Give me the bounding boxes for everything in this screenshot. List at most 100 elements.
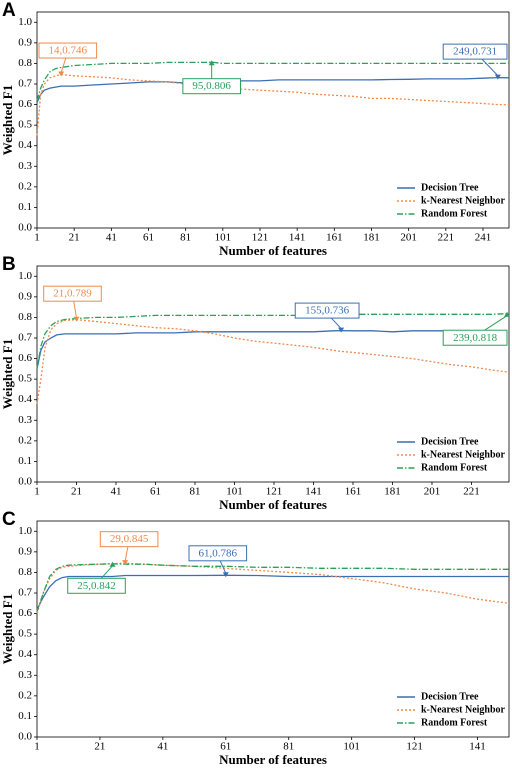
x-tick-label: 21	[69, 232, 80, 244]
annotation-text: 249,0.731	[453, 46, 497, 58]
legend-label: Decision Tree	[421, 182, 479, 193]
x-tick-label: 81	[189, 486, 200, 498]
y-tick-label: 0.6	[18, 98, 32, 110]
x-tick-label: 61	[150, 486, 161, 498]
x-tick-label: 241	[475, 232, 492, 244]
annotation-text: 25,0.842	[77, 580, 116, 592]
x-tick-label: 1	[34, 741, 40, 753]
y-axis-label: Weighted F1	[0, 339, 15, 409]
series-line	[36, 562, 510, 614]
x-tick-label: 121	[266, 486, 283, 498]
x-tick-label: 161	[326, 232, 343, 244]
x-tick-label: 1	[34, 486, 40, 498]
y-tick-label: 0.9	[18, 290, 32, 302]
y-tick-label: 0.2	[18, 180, 32, 192]
x-axis-label: Number of features	[219, 752, 327, 767]
annotation-text: 61,0.786	[199, 547, 238, 559]
annotation-arrow	[481, 58, 499, 76]
panel-label: C	[2, 509, 16, 530]
annotation-box	[43, 285, 102, 302]
legend-label: k-Nearest Neighbor	[421, 704, 506, 715]
panel-label: A	[2, 0, 16, 21]
y-tick-label: 0.5	[18, 373, 32, 385]
annotation-box	[442, 43, 508, 60]
annotation-box	[188, 545, 248, 562]
x-tick-label: 121	[406, 741, 423, 753]
x-tick-label: 101	[343, 741, 360, 753]
annotation-arrow	[484, 315, 508, 331]
x-tick-label: 61	[143, 232, 154, 244]
annotation-arrow	[73, 301, 77, 318]
x-tick-label: 221	[438, 232, 455, 244]
arrow-head	[504, 311, 511, 317]
annotation-box	[38, 42, 98, 59]
x-tick-label: 141	[305, 486, 322, 498]
panel-label: B	[2, 254, 16, 275]
plot-frame	[36, 520, 510, 738]
annotation-box	[182, 78, 241, 95]
x-tick-label: 181	[384, 486, 401, 498]
annotation-box	[442, 329, 508, 346]
x-tick-label: 41	[106, 232, 117, 244]
annotation-box	[99, 531, 159, 548]
y-tick-label: 0.7	[18, 78, 32, 90]
arrow-head	[73, 316, 80, 322]
annotation-box	[67, 577, 126, 594]
y-tick-label: 0.9	[18, 545, 32, 557]
plot-frame	[36, 265, 510, 483]
x-tick-label: 181	[363, 232, 380, 244]
y-tick-label: 0.0	[18, 731, 32, 743]
x-tick-label: 201	[424, 486, 441, 498]
y-tick-label: 0.4	[18, 393, 32, 405]
y-tick-label: 0.3	[18, 669, 32, 681]
y-tick-label: 1.0	[18, 270, 32, 282]
arrow-head	[208, 60, 215, 66]
annotation-arrow	[330, 317, 342, 329]
legend-label: Decision Tree	[421, 436, 479, 447]
y-tick-label: 0.1	[18, 455, 32, 467]
x-tick-label: 81	[180, 232, 191, 244]
y-tick-label: 0.9	[18, 36, 32, 48]
annotation-text: 95,0.806	[192, 80, 231, 92]
y-tick-label: 0.2	[18, 689, 32, 701]
x-tick-label: 121	[252, 232, 269, 244]
annotation-text: 21,0.789	[53, 288, 92, 300]
annotation-arrow	[100, 565, 113, 579]
x-tick-label: 41	[110, 486, 121, 498]
legend-label: k-Nearest Neighbor	[421, 195, 506, 206]
y-tick-label: 0.0	[18, 476, 32, 488]
y-tick-label: 0.0	[18, 222, 32, 234]
y-tick-label: 0.4	[18, 139, 32, 151]
series-line	[36, 574, 509, 610]
annotation-arrow	[219, 560, 227, 574]
y-axis-label: Weighted F1	[0, 85, 15, 155]
y-tick-label: 0.6	[18, 607, 32, 619]
series-line	[36, 76, 510, 103]
x-tick-label: 61	[220, 741, 231, 753]
x-tick-label: 161	[345, 486, 362, 498]
annotation-text: 29,0.845	[110, 533, 149, 545]
y-tick-label: 0.3	[18, 160, 32, 172]
legend-label: Decision Tree	[421, 691, 479, 702]
series-line	[36, 313, 508, 370]
x-tick-label: 141	[469, 741, 486, 753]
x-tick-label: 141	[289, 232, 306, 244]
y-tick-label: 0.4	[18, 648, 32, 660]
y-tick-label: 0.8	[18, 57, 32, 69]
arrow-head	[122, 560, 129, 566]
x-tick-label: 221	[463, 486, 480, 498]
y-tick-label: 0.3	[18, 414, 32, 426]
annotation-text: 239,0.818	[453, 332, 498, 344]
y-tick-label: 0.7	[18, 332, 32, 344]
annotation-arrow	[60, 57, 67, 73]
x-tick-label: 21	[71, 486, 82, 498]
series-line	[36, 73, 509, 136]
x-axis-label: Number of features	[219, 497, 327, 512]
arrow-head	[338, 327, 345, 333]
y-tick-label: 0.8	[18, 566, 32, 578]
legend-label: Random Forest	[421, 208, 488, 219]
y-tick-label: 0.1	[18, 710, 32, 722]
annotation-arrow	[124, 546, 129, 562]
arrow-head	[222, 572, 229, 578]
